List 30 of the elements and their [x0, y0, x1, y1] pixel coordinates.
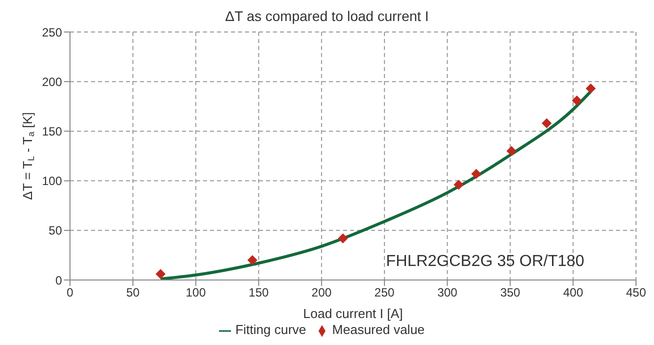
x-tick-label: 250 — [374, 286, 395, 300]
point — [542, 118, 552, 128]
x-tick-label: 150 — [248, 286, 269, 300]
x-axis-title: Load current I [A] — [303, 306, 403, 321]
y-tick-label: 100 — [42, 174, 62, 188]
point — [572, 95, 582, 106]
point — [247, 255, 258, 266]
chart-title: ΔT as compared to load current I — [224, 8, 430, 26]
legend-label: Fitting curve — [235, 322, 306, 337]
point — [471, 168, 482, 179]
point — [156, 269, 166, 280]
point — [338, 233, 348, 244]
y-tick-label: 250 — [42, 25, 62, 40]
point — [586, 84, 596, 94]
x-tick-label: 400 — [563, 286, 584, 300]
annotation: FHLR2GCB2G 35 OR/T180 — [386, 253, 584, 271]
point — [506, 146, 516, 156]
point — [454, 180, 464, 190]
y-tick-label: 200 — [42, 74, 62, 89]
x-tick-label: 50 — [126, 286, 140, 300]
x-tick-label: 200 — [312, 286, 332, 300]
x-tick-label: 0 — [66, 286, 74, 300]
x-tick-label: 350 — [500, 286, 521, 300]
legend-label: Measured value — [332, 322, 425, 337]
y-tick-label: 50 — [48, 224, 62, 238]
y-tick-label: 0 — [55, 273, 62, 288]
x-tick-label: 300 — [437, 286, 458, 300]
x-tick-label: 100 — [186, 286, 206, 300]
y-tick-label: 150 — [42, 124, 62, 138]
x-tick-label: 450 — [626, 286, 646, 300]
